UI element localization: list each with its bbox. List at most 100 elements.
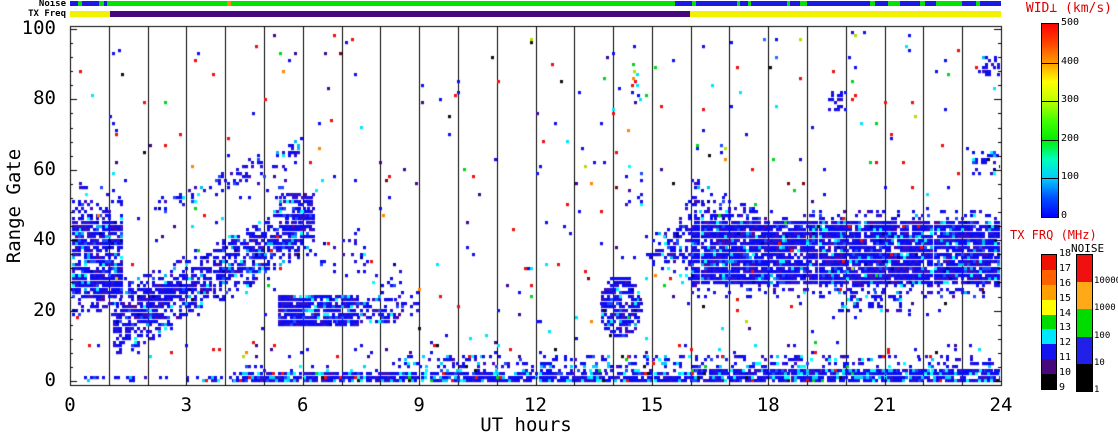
txfrq-colorbar-block [1042, 284, 1056, 300]
wid-colorbar-tick-label: 0 [1061, 210, 1068, 221]
y-tick-label: 40 [33, 228, 56, 251]
y-tick-label: 60 [33, 157, 56, 180]
wid-colorbar-separator [1042, 139, 1058, 141]
strip-segment [751, 1, 787, 6]
wid-colorbar-tick-label: 500 [1061, 17, 1080, 28]
y-tick-label: 20 [33, 298, 56, 321]
y-tick-label: 0 [44, 369, 56, 391]
strip-segment [748, 1, 752, 6]
x-tick-label: 24 [989, 394, 1013, 416]
x-tick-label: 12 [524, 394, 547, 416]
x-axis-title: UT hours [480, 414, 572, 435]
txfrq-colorbar-block [1042, 374, 1056, 389]
txfrq-colorbar-block [1042, 359, 1056, 375]
txfrq-colorbar-tick-label: 9 [1059, 382, 1066, 393]
noise-strip-label: Noise [38, 0, 66, 9]
x-tick-label: 0 [64, 394, 76, 416]
y-tick-label: 100 [21, 17, 56, 39]
txfrq-colorbar-tick-label: 10 [1059, 367, 1072, 379]
txfrq-colorbar-tick-label: 11 [1059, 352, 1072, 364]
noise-colorbar-tick-label: 1 [1094, 385, 1100, 395]
strip-segment [800, 1, 808, 6]
txfrq-colorbar-block [1042, 299, 1056, 315]
strip-segment [70, 1, 78, 6]
strip-segment [107, 1, 228, 6]
noise-colorbar-block [1077, 254, 1092, 283]
strip-segment [692, 1, 697, 6]
txfrq-colorbar-tick-label: 13 [1059, 322, 1072, 334]
wid-colorbar-tick-label: 100 [1061, 171, 1080, 183]
noise-colorbar-tick-label: 100 [1094, 330, 1111, 341]
txfrq-colorbar-tick-label: 16 [1059, 277, 1072, 289]
txfreq-status-strip [0, 11, 1118, 17]
txfrq-colorbar-block [1042, 329, 1056, 345]
txfrq-colorbar-block [1042, 344, 1056, 360]
noise-status-strip [0, 1, 1118, 6]
wid-colorbar-title: WID⊥ (km/s) [1025, 1, 1112, 16]
wid-colorbar-tick-label: 200 [1061, 132, 1080, 144]
x-tick-label: 15 [640, 394, 664, 416]
strip-segment [77, 1, 83, 6]
strip-segment [739, 1, 749, 6]
noise-colorbar-block [1077, 309, 1092, 337]
strip-segment [82, 1, 100, 6]
strip-segment [230, 1, 676, 6]
wid-colorbar-separator [1042, 178, 1058, 180]
noise-colorbar-tick-label: 10000 [1094, 276, 1118, 287]
noise-colorbar-block [1077, 282, 1092, 310]
txfrq-colorbar-title: TX FRQ (MHz) [1010, 228, 1097, 242]
noise-colorbar-tick-label: 1000 [1094, 303, 1116, 314]
noise-colorbar-tick-label: 10 [1094, 357, 1105, 368]
txfreq-strip-label: TX Freq [28, 9, 66, 19]
wid-colorbar-separator [1042, 62, 1058, 64]
txfrq-colorbar [1041, 254, 1057, 390]
strip-segment [869, 1, 875, 6]
strip-segment [696, 1, 737, 6]
y-tick-label: 80 [33, 87, 56, 110]
strip-segment [736, 1, 740, 6]
wid-colorbar-tick-label: 300 [1061, 94, 1080, 106]
x-tick-label: 6 [297, 394, 309, 416]
noise-colorbar-title: NOISE [1071, 242, 1105, 255]
x-tick-label: 21 [873, 394, 897, 416]
strip-segment [980, 1, 1001, 6]
txfrq-colorbar-tick-label: 18 [1059, 248, 1072, 259]
strip-segment [976, 1, 981, 6]
txfrq-colorbar-block [1042, 269, 1056, 285]
x-tick-label: 3 [180, 394, 193, 416]
strip-segment [227, 1, 231, 6]
txfrq-colorbar-block [1042, 314, 1056, 330]
strip-segment [109, 11, 691, 17]
strip-segment [936, 1, 963, 6]
txfrq-colorbar-tick-label: 14 [1059, 307, 1072, 319]
strip-segment [924, 1, 937, 6]
txfrq-colorbar-tick-label: 15 [1059, 292, 1072, 304]
y-axis-title: Range Gate [3, 148, 25, 264]
x-tick-label: 9 [413, 394, 425, 416]
noise-colorbar-block [1077, 336, 1092, 364]
strip-segment [675, 1, 693, 6]
strip-segment [807, 1, 870, 6]
txfrq-colorbar-block [1042, 254, 1056, 270]
strip-segment [70, 11, 110, 17]
strip-segment [104, 1, 108, 6]
strip-segment [690, 11, 1001, 17]
strip-segment [99, 1, 105, 6]
txfrq-colorbar-tick-label: 12 [1059, 337, 1072, 349]
strip-segment [786, 1, 790, 6]
strip-segment [962, 1, 977, 6]
wid-colorbar [1041, 23, 1059, 218]
strip-segment [919, 1, 925, 6]
strip-segment [888, 1, 901, 6]
wid-colorbar-separator [1042, 101, 1058, 103]
strip-segment [874, 1, 889, 6]
x-tick-label: 18 [756, 394, 780, 416]
noise-colorbar [1076, 254, 1093, 392]
noise-colorbar-block [1077, 363, 1092, 391]
txfrq-colorbar-tick-label: 17 [1059, 262, 1072, 274]
wid-colorbar-tick-label: 400 [1061, 55, 1080, 67]
strip-segment [789, 1, 801, 6]
strip-segment [900, 1, 920, 6]
